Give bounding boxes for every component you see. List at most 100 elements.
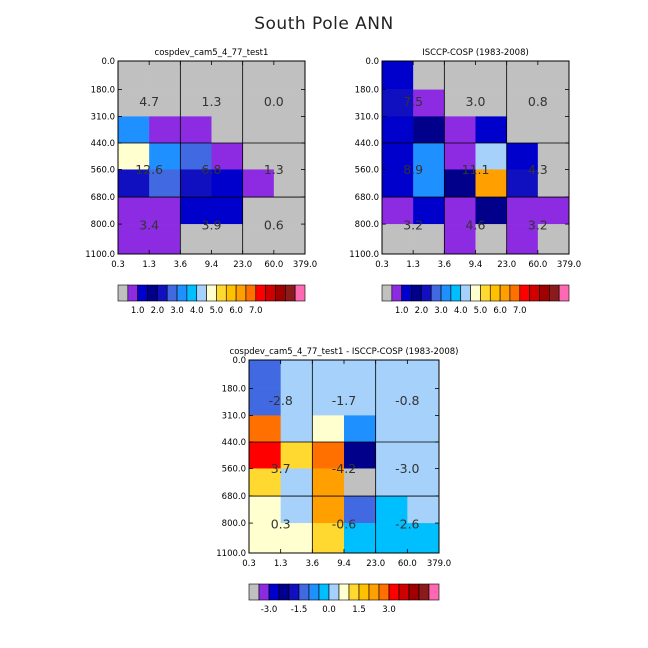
colorbar-swatch bbox=[381, 284, 393, 302]
heatmap-cell bbox=[382, 224, 414, 255]
summary-value: 12.6 bbox=[135, 162, 163, 177]
summary-value: 3.0 bbox=[466, 94, 486, 109]
colorbar-swatch bbox=[235, 284, 247, 302]
colorbar-swatch bbox=[430, 284, 442, 302]
x-tick-label: 379.0 bbox=[427, 559, 451, 569]
heatmap-cell bbox=[180, 224, 212, 255]
colorbar-swatch bbox=[157, 284, 168, 302]
summary-value: 4.7 bbox=[139, 94, 159, 109]
y-tick-label: 440.0 bbox=[222, 438, 246, 448]
heatmap-cell bbox=[118, 143, 150, 170]
heatmap-cell bbox=[413, 89, 445, 117]
heatmap-cell bbox=[382, 89, 414, 117]
colorbar-swatch bbox=[328, 583, 340, 601]
x-tick-label: 9.4 bbox=[337, 559, 351, 569]
summary-value: 7.5 bbox=[403, 94, 423, 109]
colorbar-label: 5.0 bbox=[210, 306, 224, 316]
heatmap-cell bbox=[180, 169, 212, 198]
heatmap-cell bbox=[375, 388, 408, 416]
colorbar-label: 3.0 bbox=[434, 306, 448, 316]
summary-value: 3.7 bbox=[271, 461, 291, 476]
heatmap-cell bbox=[444, 61, 476, 90]
y-tick-label: 560.0 bbox=[355, 165, 379, 175]
heatmap-cell bbox=[118, 61, 150, 90]
colorbar-swatch bbox=[509, 284, 521, 302]
heatmap-cell bbox=[413, 116, 445, 144]
colorbar-swatch bbox=[278, 583, 290, 601]
colorbar-swatch bbox=[470, 284, 481, 302]
y-tick-label: 560.0 bbox=[222, 464, 246, 474]
heatmap-cell bbox=[475, 224, 507, 255]
heatmap-cell bbox=[407, 360, 440, 389]
colorbar-swatch bbox=[440, 284, 452, 302]
colorbar-swatch bbox=[275, 284, 286, 302]
heatmap-cell bbox=[211, 224, 243, 255]
summary-value: 3.4 bbox=[139, 218, 159, 233]
heatmap-cell bbox=[118, 224, 150, 255]
y-tick-label: 1100.0 bbox=[349, 250, 379, 260]
y-tick-label: 1100.0 bbox=[85, 250, 115, 260]
colorbar-swatch bbox=[196, 284, 207, 302]
y-tick-label: 0.0 bbox=[365, 57, 379, 67]
x-tick-label: 3.6 bbox=[174, 260, 188, 270]
heatmap-cell bbox=[249, 468, 281, 497]
heatmap-cell bbox=[312, 415, 345, 443]
heatmap-cell bbox=[280, 415, 313, 443]
heatmap-cell bbox=[280, 496, 313, 524]
heatmap-cell bbox=[211, 61, 243, 90]
heatmap-cell bbox=[506, 143, 539, 170]
heatmap-cell bbox=[444, 143, 476, 170]
heatmap-cell bbox=[149, 116, 181, 144]
colorbar-swatch bbox=[450, 284, 462, 302]
y-tick-label: 800.0 bbox=[355, 220, 379, 230]
heatmap-cell bbox=[444, 169, 476, 198]
heatmap-cell bbox=[344, 523, 376, 554]
heatmap-cell bbox=[506, 197, 539, 225]
heatmap-cell bbox=[249, 496, 281, 524]
heatmap-cell bbox=[537, 116, 570, 144]
heatmap-cell bbox=[312, 442, 345, 469]
heatmap-cell bbox=[475, 169, 507, 198]
x-tick-label: 3.6 bbox=[438, 260, 452, 270]
heatmap-cell bbox=[249, 523, 281, 554]
panel-title: cospdev_cam5_4_77_test1 bbox=[155, 48, 269, 58]
heatmap-cell bbox=[180, 116, 212, 144]
x-tick-label: 3.6 bbox=[306, 559, 320, 569]
colorbar-swatch bbox=[428, 583, 440, 601]
heatmap-cell bbox=[312, 360, 345, 389]
colorbar-swatch bbox=[358, 583, 370, 601]
colorbar-swatch bbox=[117, 284, 129, 302]
x-tick-label: 23.0 bbox=[233, 260, 252, 270]
summary-value: 3.9 bbox=[202, 218, 222, 233]
heatmap-cell bbox=[149, 89, 181, 117]
colorbar-label: 5.0 bbox=[474, 306, 488, 316]
y-tick-label: 310.0 bbox=[91, 112, 115, 122]
y-tick-label: 440.0 bbox=[355, 139, 379, 149]
heatmap-cell bbox=[312, 523, 345, 554]
x-tick-label: 1.3 bbox=[406, 260, 420, 270]
heatmap-cell bbox=[413, 61, 445, 90]
colorbar-swatch bbox=[411, 284, 422, 302]
colorbar-label: -1.5 bbox=[291, 605, 308, 615]
heatmap-cell bbox=[475, 116, 507, 144]
heatmap-cell bbox=[242, 224, 275, 255]
heatmap-cell bbox=[280, 442, 313, 469]
colorbar-swatch bbox=[176, 284, 188, 302]
colorbar-label: 6.0 bbox=[229, 306, 243, 316]
heatmap-cell bbox=[382, 61, 414, 90]
colorbar-swatch bbox=[147, 284, 158, 302]
heatmap-cell bbox=[506, 116, 539, 144]
colorbar-swatch bbox=[216, 284, 227, 302]
y-tick-label: 310.0 bbox=[222, 411, 246, 421]
heatmap-cell bbox=[149, 61, 181, 90]
heatmap-cell bbox=[375, 415, 408, 443]
heatmap-cell bbox=[407, 442, 440, 469]
heatmap-cell bbox=[375, 360, 408, 389]
y-tick-label: 440.0 bbox=[91, 139, 115, 149]
summary-value: 0.0 bbox=[264, 94, 284, 109]
x-tick-label: 9.4 bbox=[205, 260, 219, 270]
heatmap-cell bbox=[537, 61, 570, 90]
colorbar-swatch bbox=[294, 284, 306, 302]
heatmap-cell bbox=[249, 360, 281, 389]
y-tick-label: 1100.0 bbox=[216, 549, 246, 559]
